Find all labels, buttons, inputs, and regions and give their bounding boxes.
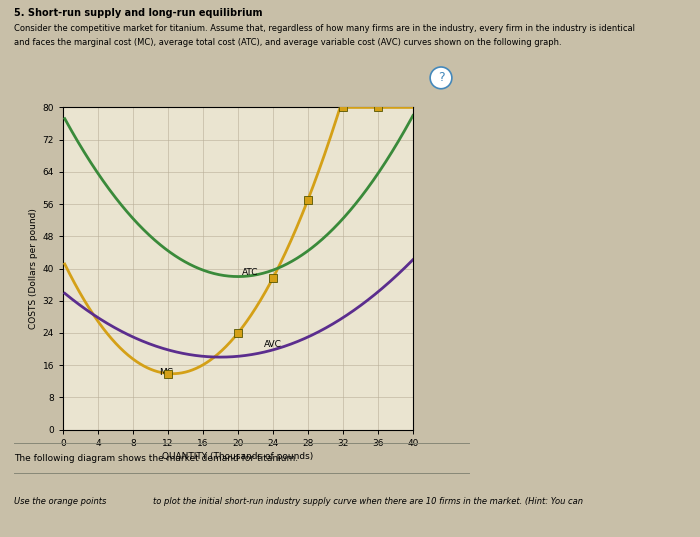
Text: The following diagram shows the market demand for titanium.: The following diagram shows the market d… <box>14 454 298 463</box>
X-axis label: QUANTITY (Thousands of pounds): QUANTITY (Thousands of pounds) <box>162 452 314 461</box>
Text: MC: MC <box>160 368 174 377</box>
Text: ATC: ATC <box>242 267 259 277</box>
Text: to plot the initial short-run industry supply curve when there are 10 firms in t: to plot the initial short-run industry s… <box>153 497 582 506</box>
Text: Use the orange points: Use the orange points <box>14 497 106 506</box>
Y-axis label: COSTS (Dollars per pound): COSTS (Dollars per pound) <box>29 208 38 329</box>
Text: Consider the competitive market for titanium. Assume that, regardless of how man: Consider the competitive market for tita… <box>14 24 635 33</box>
Text: AVC: AVC <box>265 340 282 349</box>
Text: 5. Short-run supply and long-run equilibrium: 5. Short-run supply and long-run equilib… <box>14 8 262 18</box>
Text: ?: ? <box>438 71 444 84</box>
Text: and faces the marginal cost (MC), average total cost (ATC), and average variable: and faces the marginal cost (MC), averag… <box>14 38 561 47</box>
